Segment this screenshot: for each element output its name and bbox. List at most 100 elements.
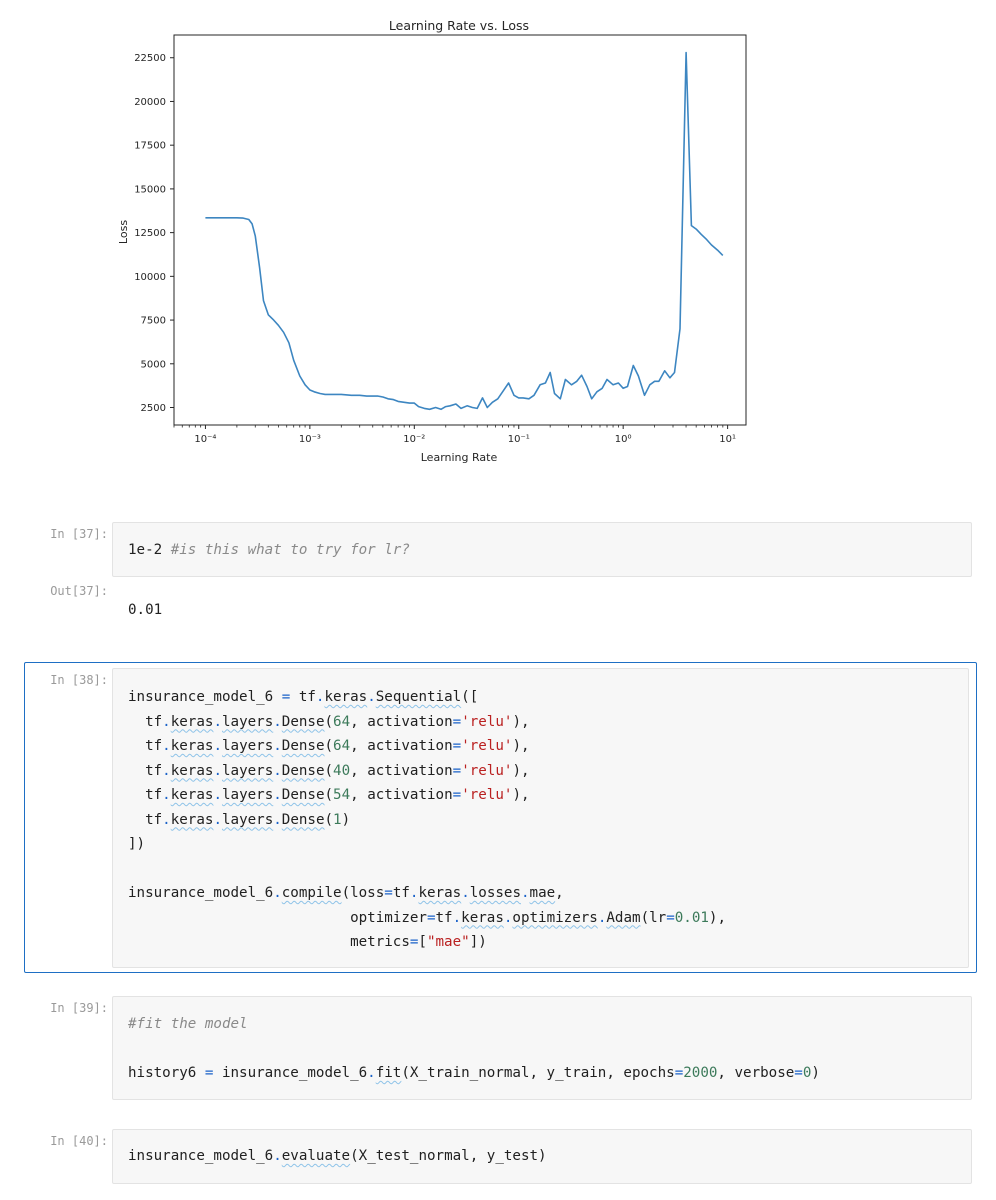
cell-38[interactable]: In [38]: insurance_model_6 = tf.keras.Se… (0, 668, 996, 968)
code-token: = (409, 934, 419, 950)
code-token: ), (512, 762, 530, 779)
code-token: ), (512, 713, 530, 730)
cell-39[interactable]: In [39]: #fit the model history6 = insura… (0, 996, 996, 1100)
code-token: fit (375, 1065, 402, 1081)
code-token: = (452, 738, 462, 754)
code-token: . (273, 811, 282, 828)
code-block[interactable]: #fit the model history6 = insurance_model… (113, 997, 971, 1086)
code-token: insurance_model_6 (128, 1148, 274, 1164)
y-tick-label: 20000 (134, 97, 166, 108)
code-token: losses (469, 885, 521, 901)
cell-40[interactable]: In [40]: insurance_model_6.evaluate(X_te… (0, 1129, 996, 1185)
code-block[interactable]: insurance_model_6.evaluate(X_test_normal… (113, 1130, 971, 1169)
code-token: ( (324, 762, 334, 779)
code-token: = (452, 787, 462, 803)
plot-frame (173, 34, 747, 426)
code-token: layers (221, 738, 274, 754)
y-tick-label: 15000 (134, 184, 166, 195)
y-tick-label: 17500 (134, 141, 166, 152)
code-token: layers (221, 762, 274, 779)
x-tick-label: 10⁰ (615, 434, 632, 445)
code-token: , activation (350, 713, 453, 730)
code-token: . (213, 762, 222, 779)
code-token: ]) (128, 836, 146, 852)
code-input-area[interactable]: 1e-2 #is this what to try for lr? (112, 522, 972, 577)
code-token: evaluate (281, 1148, 351, 1164)
code-token: , activation (350, 762, 453, 779)
code-token: metrics (128, 934, 410, 950)
code-token: 1 (333, 811, 342, 828)
code-token: 'relu' (461, 738, 513, 754)
code-token: keras (170, 762, 214, 779)
code-token: ( (324, 738, 334, 754)
code-line: tf.keras.layers.Dense(1) (128, 808, 968, 833)
code-line: 1e-2 #is this what to try for lr? (128, 538, 971, 563)
code-token: . (162, 738, 171, 754)
code-token: ( (324, 713, 334, 730)
code-line: optimizer=tf.keras.optimizers.Adam(lr=0.… (128, 906, 968, 931)
code-input-area[interactable]: insurance_model_6.evaluate(X_test_normal… (112, 1129, 972, 1184)
code-token: . (273, 1148, 282, 1164)
x-axis-label: Learning Rate (421, 451, 498, 464)
x-tick-label: 10⁻² (403, 434, 425, 445)
code-token: 0 (802, 1065, 812, 1081)
code-line: tf.keras.layers.Dense(40, activation='re… (128, 759, 968, 784)
code-token: ( (324, 811, 334, 828)
code-token: tf (392, 885, 410, 901)
x-axis: 10⁻⁴ 10⁻³ 10⁻² 10⁻¹ 10⁰ 10¹ (173, 425, 736, 445)
code-line: insurance_model_6.evaluate(X_test_normal… (128, 1144, 971, 1169)
code-token: keras (170, 738, 214, 754)
chart-title: Learning Rate vs. Loss (389, 18, 529, 33)
code-token: . (367, 689, 376, 705)
code-token: Dense (281, 713, 325, 730)
code-token: . (213, 738, 222, 754)
code-token: = (426, 909, 436, 926)
x-tick-label: 10⁻³ (299, 434, 321, 445)
code-token: Dense (281, 738, 325, 754)
code-token: , (555, 885, 564, 901)
code-token: = (452, 713, 462, 730)
code-block[interactable]: insurance_model_6 = tf.keras.Sequential(… (113, 669, 968, 955)
code-token: 'relu' (461, 762, 513, 779)
code-line: insurance_model_6.compile(loss=tf.keras.… (128, 881, 968, 906)
code-token: 0.01 (674, 909, 709, 926)
code-token: #is this what to try for lr? (170, 542, 410, 558)
code-token: , verbose (717, 1065, 795, 1081)
code-token: = (281, 689, 291, 705)
code-token: 'relu' (461, 787, 513, 803)
code-token: 2000 (683, 1065, 718, 1081)
code-token: compile (281, 885, 342, 901)
code-input-area[interactable]: insurance_model_6 = tf.keras.Sequential(… (112, 668, 969, 968)
code-token: (lr (640, 909, 667, 926)
code-line (128, 857, 968, 882)
code-token: = (674, 1065, 684, 1081)
code-token: (loss (341, 885, 385, 901)
code-token: ([ (461, 689, 479, 705)
cell-37[interactable]: In [37]: 1e-2 #is this what to try for l… (0, 522, 996, 622)
code-token: = (384, 885, 393, 901)
code-token: "mae" (426, 934, 470, 950)
code-token: . (273, 885, 282, 901)
y-tick-label: 22500 (134, 53, 166, 64)
code-token: tf (128, 787, 163, 803)
code-token: history6 (128, 1065, 205, 1081)
code-token: ) (811, 1065, 820, 1081)
code-token: Dense (281, 811, 325, 828)
code-token: tf (128, 811, 163, 828)
code-token: layers (221, 787, 274, 803)
x-tick-label: 10⁻¹ (508, 434, 530, 445)
code-block[interactable]: 1e-2 #is this what to try for lr? (113, 523, 971, 563)
chart-svg: Learning Rate vs. Loss 2500 5000 7500 10000… (117, 18, 747, 464)
code-token: 64 (333, 738, 351, 754)
code-token: . (273, 713, 282, 730)
input-prompt: In [38]: (50, 673, 108, 687)
code-token: = (666, 909, 675, 926)
code-token: ), (512, 738, 530, 754)
y-axis: 2500 5000 7500 10000 12500 15000 17500 20000 225… (134, 53, 174, 414)
input-prompt: In [37]: (50, 527, 108, 541)
code-token: . (162, 713, 171, 730)
code-token: keras (324, 689, 368, 705)
code-token: optimizer (128, 909, 427, 926)
code-line: ]) (128, 832, 968, 857)
code-input-area[interactable]: #fit the model history6 = insurance_model… (112, 996, 972, 1100)
